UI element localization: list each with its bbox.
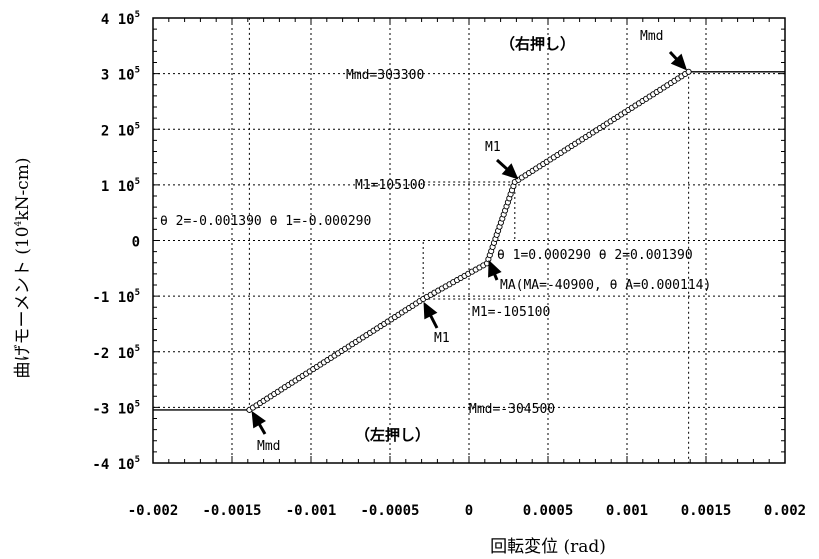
- annotation-mmd-tag-bottom: Mmd: [257, 439, 280, 454]
- x-tick-label: -0.001: [286, 503, 337, 519]
- annotation-left-push: （左押し）: [355, 426, 430, 444]
- arrow-head: [501, 163, 519, 180]
- y-tick-label: 4 105: [101, 10, 140, 28]
- y-tick-label: -4 105: [92, 455, 140, 473]
- annotation-mmd-tag-top: Mmd: [640, 29, 663, 44]
- reference-lines: [248, 18, 690, 463]
- annotation-mmd-neg: Mmd=-304500: [469, 402, 555, 417]
- annotation-m1-neg: M1=-105100: [472, 305, 550, 320]
- y-tick-label: -1 105: [92, 288, 140, 306]
- series-points: [246, 68, 692, 413]
- annotation-ma: MA(MA=-40900, θ A=0.000114): [500, 278, 711, 293]
- x-tick-labels: -0.002 -0.0015 -0.001 -0.0005 0 0.0005 0.001 0.…: [128, 503, 806, 519]
- y-tick-label: -2 105: [92, 344, 140, 362]
- arrow-head: [251, 410, 266, 429]
- annotation-m1-pos: M1=105100: [355, 178, 425, 193]
- annotation-m1-tag-top: M1: [485, 140, 501, 155]
- y-tick-label: -3 105: [92, 399, 140, 417]
- x-tick-label: 0: [465, 503, 473, 519]
- x-tick-label: 0.0015: [681, 503, 732, 519]
- x-tick-label: 0.001: [606, 503, 648, 519]
- annotation-m1-tag-bottom: M1: [434, 331, 450, 346]
- y-tick-label: 3 105: [101, 66, 140, 84]
- x-tick-label: 0.0005: [523, 503, 574, 519]
- annotation-arrows: [251, 50, 688, 435]
- annotation-mmd-pos: Mmd=303300: [346, 68, 424, 83]
- x-tick-label: 0.002: [764, 503, 806, 519]
- arrow-head: [423, 301, 438, 320]
- y-tick-label: 1 105: [101, 177, 140, 195]
- arrow-head: [670, 53, 688, 71]
- y-axis-title: 曲げモーメント (104kN-cm): [13, 158, 33, 379]
- x-tick-label: -0.002: [128, 503, 179, 519]
- y-tick-label: 2 105: [101, 121, 140, 139]
- annotation-theta-pos: θ 1=0.000290 θ 2=0.001390: [497, 248, 693, 263]
- annotation-right-push: （右押し）: [500, 35, 575, 53]
- y-tick-labels: 4 105 3 105 2 105 1 105 0 -1 105 -2 105 -3 105 -…: [92, 10, 140, 473]
- y-tick-label: 0: [132, 235, 140, 251]
- grid-lines: [153, 18, 785, 463]
- x-tick-label: -0.0005: [360, 503, 419, 519]
- annotation-theta-neg: θ 2=-0.001390 θ 1=-0.000290: [160, 214, 371, 229]
- x-axis-title: 回転変位 (rad): [490, 537, 606, 557]
- arrow-head: [488, 259, 502, 278]
- data-point: [685, 68, 692, 75]
- axis-ticks: [152, 17, 786, 464]
- x-tick-label: -0.0015: [202, 503, 261, 519]
